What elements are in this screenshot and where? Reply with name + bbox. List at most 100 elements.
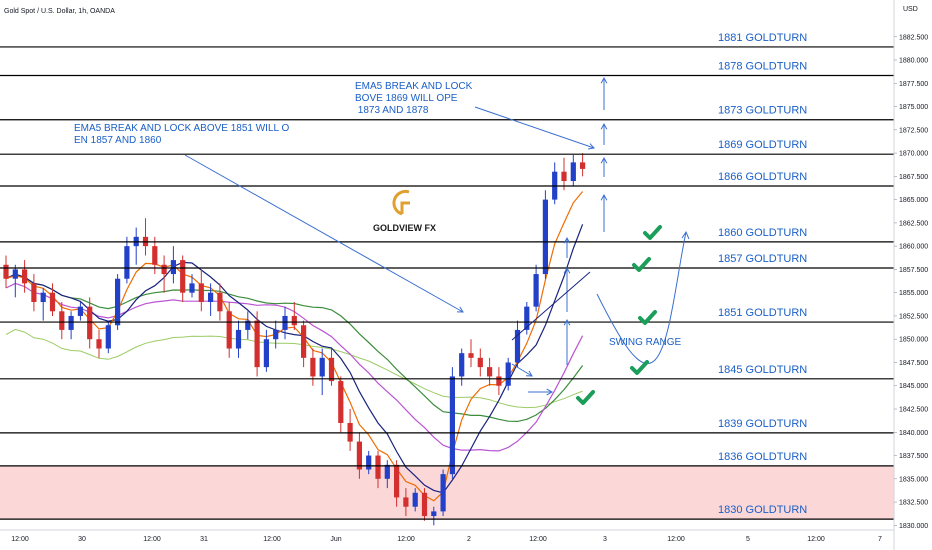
annotation-line: BOVE 1869 WILL OPE [355,93,458,104]
candle-body [59,311,65,330]
candle-body [105,325,111,349]
candle-body [384,464,390,479]
goldturn-level-label: 1866 GOLDTURN [718,171,807,183]
candle-body [291,315,297,326]
goldturn-level-label: 1869 GOLDTURN [718,139,807,151]
candle-body [152,246,158,265]
up-arrow-1857-head [563,266,571,274]
candle-body [487,367,493,377]
y-tick-label: 1850.000 [899,337,928,344]
candle-body [226,311,232,349]
swing-range-curve [596,231,687,364]
ma-line-navy [5,224,584,494]
y-tick-label: 1880.000 [899,58,928,65]
candle-body [217,292,223,312]
candle-body [319,357,325,377]
candle-body [328,357,335,382]
x-tick-label: 12:00 [11,536,29,543]
candle-body [505,362,511,386]
ma-line-light-green [5,328,583,409]
goldturn-level-label: 1881 GOLDTURN [718,32,807,44]
goldturn-level-label: 1845 GOLDTURN [718,364,807,376]
candle-body [180,260,186,293]
candle-body [375,455,381,479]
check-icon [643,225,662,240]
candle-body [40,292,46,302]
x-tick-label: 12:00 [807,536,825,543]
candle-body [12,269,18,279]
candle-body [68,315,74,330]
x-tick-label: 12:00 [263,536,281,543]
goldturn-level-label: 1873 GOLDTURN [718,105,807,117]
y-tick-label: 1862.500 [899,220,928,227]
y-tick-label: 1882.500 [899,34,928,41]
candle-body [477,357,483,368]
y-tick-label: 1852.500 [899,313,928,320]
y-tick-label: 1870.000 [899,151,928,158]
x-tick-label: 31 [200,536,208,543]
x-tick-label: 12:00 [143,536,161,543]
swing-arrow-a-head [525,370,533,377]
check-icon [576,390,595,405]
y-tick-label: 1857.500 [899,267,928,274]
candle-body [394,464,400,498]
goldview-logo-text: GOLDVIEW FX [373,223,436,233]
candle-body [235,329,242,349]
up-arrow-1860-head [563,236,571,244]
candle-body [273,329,279,340]
y-tick-label: 1845.000 [899,383,928,390]
candle-body [198,283,204,302]
candle-body [49,292,56,312]
x-tick-label: 30 [78,536,86,543]
x-tick-label: 12:00 [397,536,415,543]
annotation-line: EN 1857 AND 1860 [74,135,162,146]
x-tick-label: 2 [467,536,471,543]
candle-body [412,492,418,507]
candle-body [449,376,455,475]
candle-body [96,339,102,349]
up-arrow-1866-head [600,193,608,201]
y-tick-label: 1875.000 [899,104,928,111]
goldview-logo-icon [392,189,410,216]
goldturn-level-label: 1836 GOLDTURN [718,451,807,463]
candle-body [533,274,539,307]
candle-body [310,357,316,377]
candle-body [124,246,130,279]
y-tick-label: 1835.000 [899,476,928,483]
goldturn-level-label: 1857 GOLDTURN [718,253,807,265]
y-tick-label: 1830.000 [899,523,928,530]
annotation-ema5-1869: EMA5 BREAK AND LOCK BOVE 1869 WILL OPE 1… [355,81,475,116]
candle-body [421,492,428,517]
annotation-arrow-1869-head [588,143,595,150]
candle-body [87,306,93,340]
candle-body [3,264,9,279]
candle-body [561,171,567,182]
candle-body [245,320,251,330]
candle-body [338,381,344,423]
y-tick-label: 1840.000 [899,430,928,437]
annotation-line: EMA5 BREAK AND LOCK ABOVE 1851 WILL O [74,123,289,134]
y-tick-label: 1842.500 [899,407,928,414]
chart-title: Gold Spot / U.S. Dollar, 1h, OANDA [4,8,115,15]
candle-body [356,441,362,470]
y-tick-label: 1847.500 [899,360,928,367]
up-arrow-1869-head [600,156,608,164]
candle-body [524,306,530,330]
up-arrow-1851-head [563,318,571,326]
check-icon [630,360,649,375]
y-tick-label: 1865.000 [899,197,928,204]
currency-label: USD [903,6,918,13]
annotation-arrow-1869 [474,106,595,149]
swing-arrow-b-head [546,388,554,396]
annotation-arrow-1851 [184,154,464,313]
annotation-line: 1873 AND 1878 [355,105,429,116]
annotation-ema5-1851: EMA5 BREAK AND LOCK ABOVE 1851 WILL O EN … [74,123,289,146]
x-tick-label: 12:00 [529,536,547,543]
y-tick-label: 1855.000 [899,290,928,297]
up-arrow-1878-head [600,76,608,84]
y-tick-label: 1877.500 [899,81,928,88]
candle-body [570,162,576,182]
price-axis-panel [894,0,932,550]
annotation-swing-range: SWING RANGE [609,337,682,348]
